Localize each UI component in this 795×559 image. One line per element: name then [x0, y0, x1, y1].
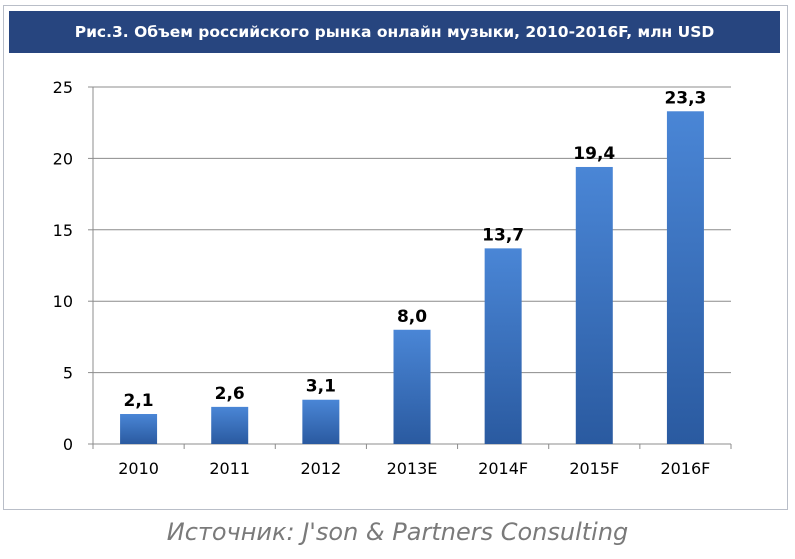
source-note: Источник: J'son & Partners Consulting: [166, 518, 629, 546]
y-tick-label: 5: [63, 364, 73, 383]
bar-2010: [120, 414, 158, 444]
bar-2011: [211, 406, 249, 444]
data-label: 2,6: [215, 384, 245, 404]
x-tick-label: 2010: [118, 459, 159, 478]
x-tick-label: 2012: [300, 459, 341, 478]
x-tick-label: 2013E: [387, 459, 438, 478]
bar-2015F: [575, 166, 613, 444]
y-tick-label: 25: [53, 78, 73, 97]
bar-2012: [302, 399, 340, 444]
bar-2013E: [393, 329, 431, 444]
x-tick-label: 2015F: [569, 459, 619, 478]
x-tick-label: 2011: [209, 459, 250, 478]
data-label: 3,1: [306, 377, 336, 397]
y-tick-label: 0: [63, 435, 73, 454]
bar-2014F: [484, 248, 522, 444]
data-label: 19,4: [573, 144, 615, 164]
y-tick-label: 20: [53, 149, 73, 168]
data-label: 23,3: [664, 88, 706, 108]
y-tick-label: 10: [53, 292, 73, 311]
x-tick-label: 2016F: [660, 459, 710, 478]
bar-chart: 0 5 10 15 20 25 2,1 2010 2,6 2011 3,1 2012 8,0 2013E 1…: [53, 78, 732, 478]
chart-title: Рис.3. Объем российского рынка онлайн му…: [9, 11, 780, 53]
data-label: 13,7: [482, 225, 524, 245]
data-label: 8,0: [397, 307, 427, 327]
data-label: 2,1: [124, 391, 154, 411]
y-tick-label: 15: [53, 221, 73, 240]
bar-2016F: [666, 111, 704, 444]
x-tick-label: 2014F: [478, 459, 528, 478]
